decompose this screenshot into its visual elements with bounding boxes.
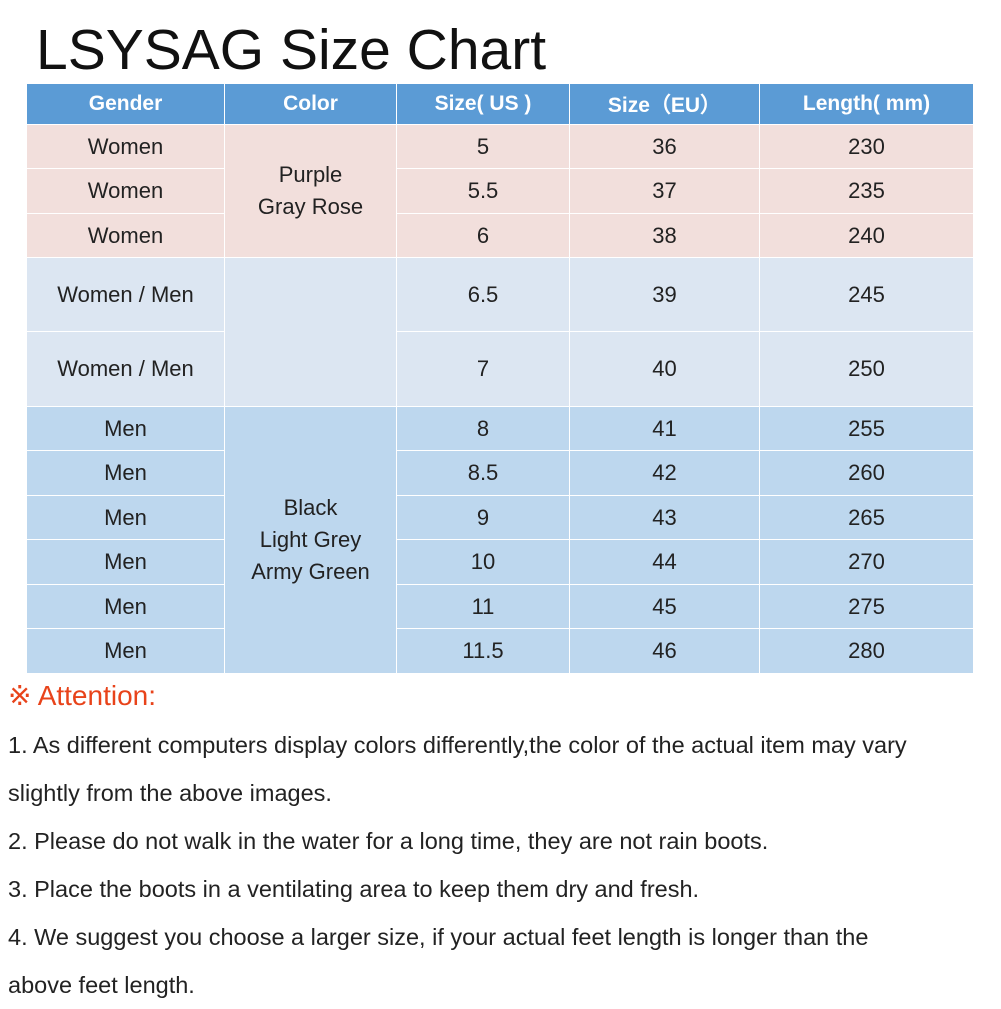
attention-notes: 1. As different computers display colors… bbox=[8, 721, 998, 1009]
size-eu-cell: 43 bbox=[569, 495, 760, 540]
size-us-cell: 8 bbox=[396, 406, 570, 451]
gender-cell: Men bbox=[26, 450, 225, 496]
gender-cell: Women bbox=[26, 124, 225, 169]
attention-heading: ※ Attention: bbox=[8, 680, 156, 711]
size-eu-cell: 36 bbox=[569, 124, 760, 169]
gender-cell: Men bbox=[26, 539, 225, 585]
length-cell: 255 bbox=[759, 406, 974, 451]
gender-cell: Women bbox=[26, 168, 225, 214]
size-eu-cell: 38 bbox=[569, 213, 760, 258]
size-us-cell: 11.5 bbox=[396, 628, 570, 674]
length-cell: 265 bbox=[759, 495, 974, 540]
size-eu-cell: 40 bbox=[569, 331, 760, 407]
size-eu-cell: 44 bbox=[569, 539, 760, 585]
color-name: Gray Rose bbox=[257, 194, 364, 219]
size-eu-cell: 45 bbox=[569, 584, 760, 629]
color-cell: Purple Gray Rose bbox=[224, 124, 397, 258]
header-size-eu: Size（EU） bbox=[569, 83, 760, 125]
length-cell: 245 bbox=[759, 257, 974, 332]
table-row: Women 5.5 37 235 bbox=[26, 168, 974, 214]
note-line: 4. We suggest you choose a larger size, … bbox=[8, 924, 869, 950]
size-us-cell: 5 bbox=[396, 124, 570, 169]
table-row: Men 9 43 265 bbox=[26, 495, 974, 540]
table-row: Women / Men 7 40 250 bbox=[26, 331, 974, 407]
size-eu-cell: 39 bbox=[569, 257, 760, 332]
color-name: Purple bbox=[278, 162, 343, 187]
header-length: Length( mm) bbox=[759, 83, 974, 125]
note-line: slightly from the above images. bbox=[8, 780, 332, 806]
length-cell: 275 bbox=[759, 584, 974, 629]
color-cell: Black Light Grey Army Green bbox=[224, 406, 397, 674]
table-header-row: Gender Color Size( US ) Size（EU） Length(… bbox=[26, 83, 974, 125]
color-name: Army Green bbox=[251, 559, 370, 584]
table-row: Women Purple Gray Rose 5 36 230 bbox=[26, 124, 974, 258]
size-us-cell: 8.5 bbox=[396, 450, 570, 496]
size-eu-cell: 37 bbox=[569, 168, 760, 214]
length-cell: 240 bbox=[759, 213, 974, 258]
size-us-cell: 5.5 bbox=[396, 168, 570, 214]
header-color: Color bbox=[224, 83, 397, 125]
size-us-cell: 9 bbox=[396, 495, 570, 540]
length-cell: 260 bbox=[759, 450, 974, 496]
size-eu-cell: 42 bbox=[569, 450, 760, 496]
gender-cell: Women bbox=[26, 213, 225, 258]
note-line: 3. Place the boots in a ventilating area… bbox=[8, 876, 700, 902]
color-name: Black bbox=[283, 495, 338, 520]
gender-cell: Men bbox=[26, 406, 225, 451]
table-row: Men Black Light Grey Army Green 8 41 255 bbox=[26, 406, 974, 674]
length-cell: 235 bbox=[759, 168, 974, 214]
gender-cell: Women / Men bbox=[26, 257, 225, 332]
size-chart-table: Gender Color Size( US ) Size（EU） Length(… bbox=[26, 83, 974, 674]
header-size-us: Size( US ) bbox=[396, 83, 570, 125]
size-us-cell: 10 bbox=[396, 539, 570, 585]
gender-cell: Men bbox=[26, 495, 225, 540]
note-line: above feet length. bbox=[8, 972, 195, 998]
length-cell: 230 bbox=[759, 124, 974, 169]
table-row: Men 8.5 42 260 bbox=[26, 450, 974, 496]
note-line: 1. As different computers display colors… bbox=[8, 732, 907, 758]
table-row: Men 11 45 275 bbox=[26, 584, 974, 629]
length-cell: 250 bbox=[759, 331, 974, 407]
table-row: Men 10 44 270 bbox=[26, 539, 974, 585]
gender-cell: Women / Men bbox=[26, 331, 225, 407]
table-row: Men 11.5 46 280 bbox=[26, 628, 974, 674]
size-eu-cell: 41 bbox=[569, 406, 760, 451]
table-row: Women 6 38 240 bbox=[26, 213, 974, 258]
size-us-cell: 11 bbox=[396, 584, 570, 629]
size-us-cell: 7 bbox=[396, 331, 570, 407]
header-gender: Gender bbox=[26, 83, 225, 125]
color-name: Light Grey bbox=[259, 527, 362, 552]
gender-cell: Men bbox=[26, 628, 225, 674]
page-title: LSYSAG Size Chart bbox=[36, 18, 547, 82]
color-cell bbox=[224, 257, 397, 407]
size-us-cell: 6.5 bbox=[396, 257, 570, 332]
length-cell: 270 bbox=[759, 539, 974, 585]
size-us-cell: 6 bbox=[396, 213, 570, 258]
note-line: 2. Please do not walk in the water for a… bbox=[8, 828, 769, 854]
gender-cell: Men bbox=[26, 584, 225, 629]
table-row: Women / Men 6.5 39 245 bbox=[26, 257, 974, 407]
size-eu-cell: 46 bbox=[569, 628, 760, 674]
length-cell: 280 bbox=[759, 628, 974, 674]
